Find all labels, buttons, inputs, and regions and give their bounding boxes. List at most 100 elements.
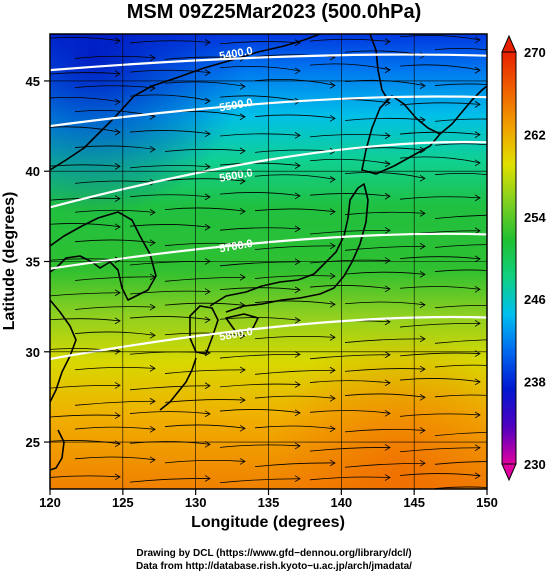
y-tick-label: 30	[26, 345, 40, 360]
streamline	[129, 290, 211, 295]
streamline-arrow	[294, 381, 301, 388]
height-contours: 5400.0 5500.0 5600.0 5700.0 5800.0	[50, 45, 487, 361]
streamline-arrow	[114, 98, 121, 106]
streamline-arrow	[204, 193, 211, 201]
shikoku-coastline	[225, 313, 259, 333]
streamline	[164, 81, 246, 87]
streamline	[129, 441, 211, 445]
contour-line	[50, 232, 487, 270]
streamline	[399, 473, 481, 477]
streamline	[164, 424, 246, 429]
kyushu-coastline	[189, 305, 219, 355]
streamline	[164, 332, 246, 337]
streamline-arrow	[474, 472, 481, 480]
streamline	[129, 40, 211, 44]
streamline	[399, 378, 481, 383]
streamline-arrow	[329, 425, 336, 433]
honshu-coastline	[209, 183, 369, 313]
y-tick-label: 35	[26, 255, 40, 270]
streamline	[129, 411, 211, 415]
streamline-arrow	[419, 82, 426, 90]
streamline	[309, 476, 391, 481]
streamline	[50, 223, 121, 228]
streamline	[309, 410, 391, 414]
streamline-arrow	[239, 207, 246, 215]
streamline-arrow	[239, 113, 246, 121]
streamline	[434, 431, 487, 437]
x-tick-label: 130	[185, 495, 207, 510]
streamline-arrow	[294, 316, 301, 324]
streamline-arrow	[384, 227, 391, 234]
streamline	[50, 96, 121, 103]
streamline	[399, 131, 481, 136]
streamline	[219, 192, 301, 197]
streamline-arrow	[204, 163, 211, 171]
streamline-arrow	[204, 288, 211, 295]
x-tick-label: 145	[403, 495, 425, 510]
streamline-arrow	[149, 209, 156, 216]
streamline-arrow	[204, 39, 211, 46]
streamline	[74, 180, 156, 184]
streamline-arrow	[294, 192, 301, 200]
streamline-arrow	[474, 194, 481, 202]
x-tick-label: 125	[112, 495, 134, 510]
streamline-arrow	[114, 317, 121, 325]
streamline	[399, 34, 481, 41]
streamline	[219, 444, 301, 448]
streamline-arrow	[239, 424, 246, 432]
y-axis: 45 40 35 30 25	[26, 74, 487, 450]
streamline	[254, 174, 336, 180]
streamline-arrow	[474, 378, 481, 386]
contour-line	[50, 95, 487, 128]
streamline-arrow	[384, 132, 391, 140]
streamline-arrow	[384, 351, 391, 359]
streamline	[344, 301, 426, 306]
streamline	[254, 462, 336, 468]
streamline-arrow	[294, 286, 301, 294]
streamline	[219, 287, 301, 291]
streamline	[434, 394, 487, 398]
y-tick-label: 45	[26, 74, 40, 89]
streamline	[50, 475, 121, 478]
streamline-arrow	[419, 365, 426, 373]
contour-label: 5800.0	[218, 326, 253, 344]
streamline-arrow	[419, 335, 426, 343]
streamline-arrow	[474, 444, 481, 452]
streamline-arrow	[329, 114, 336, 122]
contour-label: 5500.0	[218, 97, 253, 115]
streamline	[129, 385, 211, 391]
streamline	[309, 285, 391, 290]
colorbar-bottom-arrow	[501, 463, 517, 482]
wind-streamlines	[50, 34, 487, 489]
streamline	[344, 271, 426, 275]
hokkaido-coastline	[361, 95, 441, 175]
streamline-arrow	[114, 473, 121, 481]
mainland-coastline	[50, 34, 321, 171]
x-tick-label: 120	[39, 495, 61, 510]
streamline	[344, 338, 426, 343]
streamline	[434, 143, 487, 146]
streamline-arrow	[204, 130, 211, 138]
colorbar-tick-label: 270	[524, 45, 546, 60]
streamline-arrow	[384, 192, 391, 200]
streamline-arrow	[149, 145, 156, 153]
x-axis-title: Longitude (degrees)	[191, 514, 345, 531]
streamline-arrow	[419, 242, 426, 250]
streamline-arrow	[239, 273, 246, 281]
streamline-arrow	[384, 160, 391, 168]
streamline-arrow	[149, 303, 156, 311]
colorbar-tick-label: 230	[524, 457, 546, 472]
streamline	[129, 224, 211, 228]
streamline	[434, 461, 487, 465]
contour-line	[50, 140, 487, 209]
streamline	[219, 133, 301, 137]
streamline-arrow	[474, 66, 481, 74]
streamline	[309, 134, 391, 138]
streamline-arrow	[114, 163, 121, 170]
streamline-arrow	[329, 242, 336, 250]
streamline-arrow	[204, 475, 211, 482]
streamline	[344, 171, 426, 179]
contour-line	[50, 53, 487, 72]
streamline	[399, 102, 481, 106]
